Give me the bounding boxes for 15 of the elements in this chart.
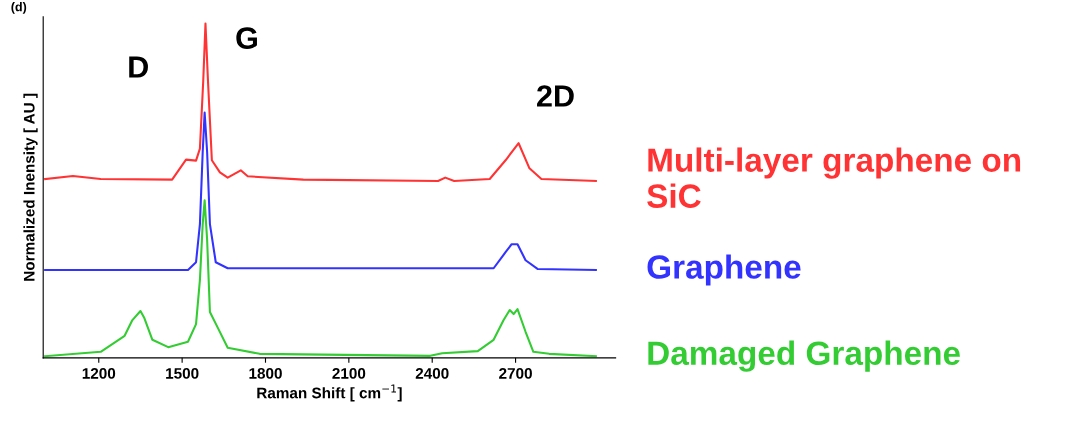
annotation: 2D (537, 85, 574, 107)
x-tick-label: 2100 (332, 367, 366, 379)
y-axis-title: Normalized Inensity [ AU ] (23, 93, 38, 281)
x-tick-label: 1200 (82, 367, 116, 379)
x-tick-label: 1800 (249, 367, 282, 379)
text: (d) (11, 2, 27, 14)
series-label: Multi-layer graphene on SiC (647, 147, 1021, 208)
x-tick-label: 2400 (415, 367, 449, 379)
x-axis-title: Raman Shift [ cm$^{−1}$] (257, 384, 402, 402)
series-label: Graphene (647, 254, 801, 286)
x-tick-label: 1500 (166, 367, 199, 379)
annotation: D (129, 56, 148, 78)
annotation: G (236, 27, 257, 49)
x-tick-label: 2700 (499, 367, 532, 379)
series-label: Damaged Graphene (648, 340, 960, 372)
